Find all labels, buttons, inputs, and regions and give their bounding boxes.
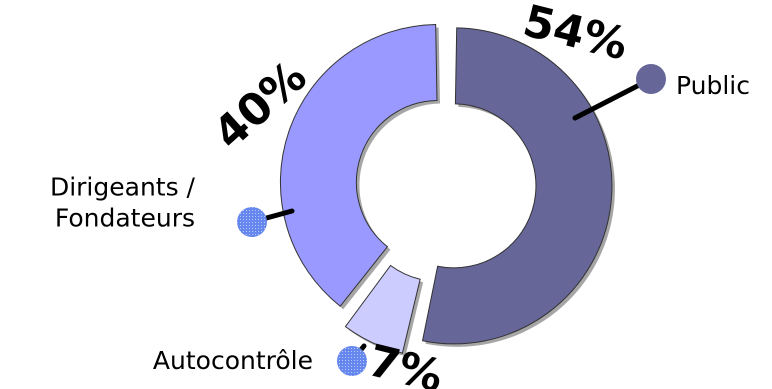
category-label-dirigeants-fondateurs: Dirigeants / Fondateurs: [50, 173, 196, 233]
slices-layer: [279, 23, 615, 357]
category-label-autocontrole: Autocontrôle: [153, 346, 313, 375]
category-label-public: Public: [676, 71, 750, 100]
slice-public: [421, 27, 613, 345]
marker-public: [636, 64, 666, 94]
category-label-line-dirigeants-fondateurs: Dirigeants /: [50, 173, 196, 202]
marker-texture-dirigeants-fondateurs: [237, 207, 267, 237]
marker-texture-autocontrole: [337, 346, 367, 376]
slice-autocontrole: [344, 264, 421, 354]
leader-lines-layer: [237, 64, 666, 376]
category-label-line-dirigeants-fondateurs: Fondateurs: [55, 204, 195, 233]
